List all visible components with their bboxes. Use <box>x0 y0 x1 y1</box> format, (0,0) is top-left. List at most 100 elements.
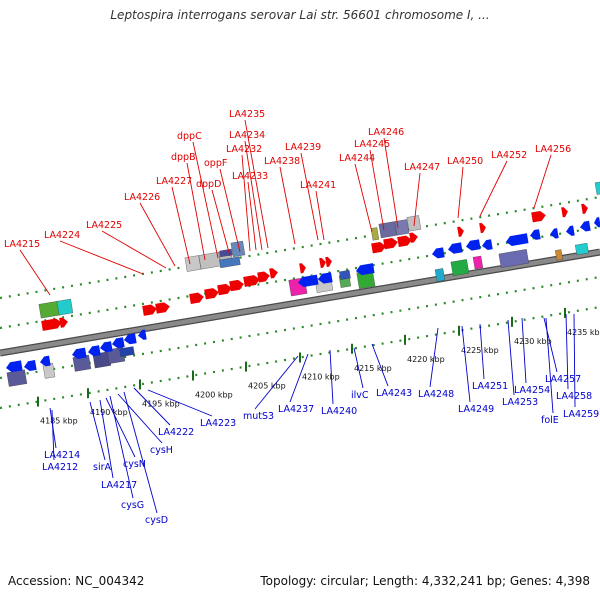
bottom-gene-arrow-15 <box>482 239 493 250</box>
feature-block-29 <box>594 181 600 195</box>
scale-ticks: 4185 kbp 4190 kbp 4195 kbp 4200 kbp 4205 kbp… <box>37 307 600 426</box>
top-gene-arrow-0 <box>41 318 62 331</box>
label-la4234: LA4234 <box>229 130 265 141</box>
label-dppc: dppC <box>177 131 202 142</box>
top-gene-arrow-6 <box>217 283 232 296</box>
top-gene-arrow-19 <box>479 222 486 234</box>
leader-la4215 <box>19 249 51 296</box>
tick-label-4210-kbp: 4210 kbp <box>302 373 340 382</box>
tick-label-4200-kbp: 4200 kbp <box>195 391 233 400</box>
leader-ilvc <box>353 347 364 389</box>
top-gene-arrow-10 <box>269 268 278 279</box>
feature-block-1 <box>56 298 74 316</box>
bottom-gene-arrow-9 <box>298 274 319 287</box>
label-la4256: LA4256 <box>535 144 571 155</box>
top-gene-arrow-14 <box>371 241 386 254</box>
map-title: Leptospira interrogans serovar Lai str. … <box>110 8 490 22</box>
label-la4214: LA4214 <box>44 450 80 461</box>
bottom-gene-arrow-17 <box>530 229 541 240</box>
label-cysg: cysG <box>121 500 144 511</box>
leader-la4240 <box>329 349 334 405</box>
accession-text: Accession: NC_004342 <box>8 574 145 588</box>
leader-la4225 <box>101 230 167 269</box>
leader-la4226 <box>139 202 176 267</box>
feature-block-23 <box>434 268 446 282</box>
label-la4235: LA4235 <box>229 109 265 120</box>
label-la4245: LA4245 <box>354 139 390 150</box>
tick-label-4195-kbp: 4195 kbp <box>142 399 180 408</box>
bottom-gene-arrow-4 <box>88 345 101 357</box>
feature-block-22 <box>119 346 135 357</box>
feature-block-24 <box>450 259 470 277</box>
label-la4232: LA4232 <box>226 144 262 155</box>
leader-la4246 <box>383 137 399 229</box>
leader-la4256 <box>533 154 552 209</box>
label-la4217: LA4217 <box>101 480 137 491</box>
label-la4238: LA4238 <box>264 156 300 167</box>
tick-label-4190-kbp: 4190 kbp <box>90 408 128 417</box>
top-gene-arrow-3 <box>155 302 170 314</box>
leader-la4253 <box>507 319 515 396</box>
bottom-gene-arrow-6 <box>112 337 125 349</box>
top-gene-arrow-16 <box>397 235 412 247</box>
leader-cysn <box>105 397 136 458</box>
top-gene-arrow-11 <box>299 263 306 274</box>
feature-block-26 <box>498 249 529 268</box>
label-la4251: LA4251 <box>472 381 508 392</box>
leader-la4234 <box>244 140 263 251</box>
leader-la4252 <box>479 160 508 217</box>
leader-la4249 <box>461 325 471 403</box>
feature-block-9 <box>378 221 398 239</box>
bottom-gene-arrow-14 <box>466 239 481 251</box>
label-la4243: LA4243 <box>376 388 412 399</box>
feature-block-16 <box>339 270 351 280</box>
leader-cysg <box>109 395 134 499</box>
label-la4246: LA4246 <box>368 127 404 138</box>
label-fole: folE <box>541 415 559 426</box>
label-la4254: LA4254 <box>514 385 550 396</box>
label-la4215: LA4215 <box>4 239 40 250</box>
bottom-strand-genes <box>6 217 600 373</box>
label-la4257: LA4257 <box>545 374 581 385</box>
bottom-gene-arrow-8 <box>138 329 147 340</box>
label-dppb: dppB <box>171 152 196 163</box>
tick-label-4230-kbp: 4230 kbp <box>514 337 552 346</box>
leader-cysh <box>117 393 163 444</box>
leader-la4233 <box>247 181 257 251</box>
leader-la4227 <box>171 186 191 265</box>
leader-la4251 <box>479 323 485 380</box>
label-la4248: LA4248 <box>418 389 454 400</box>
label-la4240: LA4240 <box>321 406 357 417</box>
feature-block-8 <box>370 227 380 241</box>
bottom-gene-arrow-1 <box>24 360 37 372</box>
leader-la4217 <box>99 399 114 479</box>
label-dppd: dppD <box>196 179 221 190</box>
bottom-gene-arrow-10 <box>318 272 333 284</box>
top-gene-arrow-22 <box>581 203 588 214</box>
bottom-gene-arrow-2 <box>40 355 51 367</box>
leader-la4257 <box>543 317 558 373</box>
leader-la4239 <box>300 152 319 241</box>
leader-la4244 <box>354 163 373 233</box>
top-gene-arrow-8 <box>243 275 260 287</box>
label-la4223: LA4223 <box>200 418 236 429</box>
topology-stats-text: Topology: circular; Length: 4,332,241 bp… <box>260 574 590 588</box>
label-la4224: LA4224 <box>44 230 80 241</box>
leader-la4254 <box>521 317 527 384</box>
bottom-gene-arrow-21 <box>594 217 600 228</box>
label-sira: sirA <box>93 462 111 473</box>
bottom-gene-arrow-5 <box>100 341 113 353</box>
feature-block-27 <box>554 249 563 261</box>
feature-block-17 <box>6 369 28 387</box>
label-cysd: cysD <box>145 515 168 526</box>
genome-backbone <box>0 248 600 357</box>
bottom-gene-arrow-7 <box>124 333 137 345</box>
feature-blocks <box>6 181 600 387</box>
backbone-line <box>0 249 600 356</box>
feature-block-7 <box>219 256 241 269</box>
tick-label-4205-kbp: 4205 kbp <box>248 382 286 391</box>
leader-dppc <box>192 141 219 259</box>
top-gene-labels: LA4215 LA4224 LA4225 LA4226 LA4227 dppB dppC dp… <box>4 109 571 296</box>
leader-la4222 <box>133 387 171 426</box>
